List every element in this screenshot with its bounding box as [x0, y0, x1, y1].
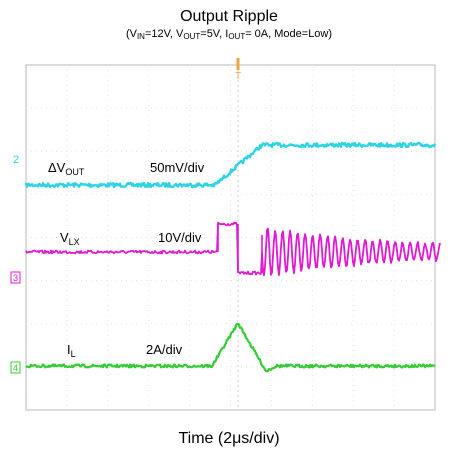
scale-vout: 50mV/div — [150, 160, 205, 175]
channel-marker-box-il — [10, 361, 21, 374]
channel-marker-il: 4 — [13, 363, 18, 373]
trace-vout — [24, 141, 437, 189]
trace-vlx — [25, 221, 441, 277]
label-il: IL — [67, 342, 76, 359]
x-axis-label: Time (2μs/div) — [178, 430, 280, 447]
chart-subtitle: (VIN=12V, VOUT=5V, IOUT= 0A, Mode=Low) — [125, 28, 333, 41]
label-vlx: VLX — [60, 230, 80, 247]
scale-il: 2A/div — [146, 342, 183, 357]
channel-marker-vout: 2 — [13, 154, 19, 166]
chart-title: Output Ripple — [180, 8, 278, 25]
channel-marker-vlx: 3 — [13, 273, 18, 283]
trace-il — [25, 322, 436, 373]
trigger-marker: T — [235, 58, 241, 410]
plot-frame — [25, 64, 436, 411]
label-vout: ΔVOUT — [48, 160, 85, 177]
traces — [24, 141, 441, 373]
trigger-label: T — [235, 71, 241, 82]
channel-marker-box-vlx — [10, 271, 21, 284]
scale-vlx: 10V/div — [158, 230, 202, 245]
